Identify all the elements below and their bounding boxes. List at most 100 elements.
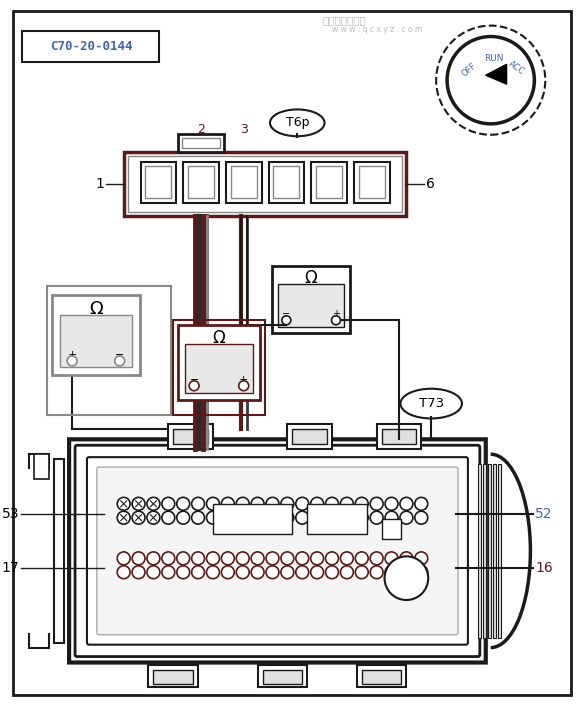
FancyBboxPatch shape [288,424,332,449]
Circle shape [251,566,264,579]
Circle shape [415,497,428,510]
Circle shape [296,566,309,579]
Text: T6p: T6p [285,116,309,129]
FancyBboxPatch shape [354,162,389,203]
FancyBboxPatch shape [498,464,501,638]
Circle shape [325,552,339,565]
Circle shape [132,566,145,579]
FancyBboxPatch shape [69,439,486,662]
Circle shape [311,511,324,524]
FancyBboxPatch shape [153,671,193,684]
FancyBboxPatch shape [272,265,350,333]
FancyBboxPatch shape [226,162,261,203]
FancyBboxPatch shape [54,459,64,642]
Circle shape [356,497,368,510]
FancyBboxPatch shape [263,671,302,684]
Text: OFF: OFF [460,61,478,79]
FancyBboxPatch shape [97,467,458,635]
Text: T73: T73 [419,397,444,410]
FancyBboxPatch shape [257,666,307,688]
Circle shape [356,552,368,565]
FancyBboxPatch shape [34,454,49,479]
Text: C70-20-0144: C70-20-0144 [50,40,132,53]
FancyBboxPatch shape [292,429,327,444]
Circle shape [332,316,340,325]
Circle shape [177,552,189,565]
FancyBboxPatch shape [182,138,220,148]
FancyBboxPatch shape [274,167,299,198]
FancyBboxPatch shape [52,296,139,375]
Text: −: − [189,375,199,385]
FancyBboxPatch shape [60,316,132,367]
FancyBboxPatch shape [231,167,257,198]
Text: 1: 1 [95,177,104,191]
FancyBboxPatch shape [145,167,171,198]
FancyBboxPatch shape [128,155,403,212]
Circle shape [400,511,413,524]
Circle shape [147,566,160,579]
Circle shape [415,511,428,524]
Circle shape [281,566,294,579]
Circle shape [281,511,294,524]
FancyBboxPatch shape [478,464,481,638]
FancyBboxPatch shape [178,325,260,400]
Circle shape [221,497,234,510]
Circle shape [236,497,249,510]
Circle shape [251,552,264,565]
Text: +: + [239,375,249,385]
Circle shape [162,511,175,524]
Circle shape [147,552,160,565]
Circle shape [67,356,77,366]
Circle shape [325,497,339,510]
Circle shape [311,497,324,510]
Circle shape [296,552,309,565]
Circle shape [340,552,353,565]
Circle shape [325,566,339,579]
Circle shape [400,497,413,510]
Circle shape [206,497,220,510]
Text: 16: 16 [535,561,553,575]
Circle shape [370,566,383,579]
FancyBboxPatch shape [141,162,176,203]
Circle shape [385,497,398,510]
Circle shape [282,316,291,325]
Text: ACC: ACC [507,59,526,77]
Circle shape [192,566,205,579]
FancyBboxPatch shape [483,464,486,638]
Circle shape [251,511,264,524]
Text: +: + [67,350,77,360]
Circle shape [400,552,413,565]
Circle shape [206,552,220,565]
Circle shape [281,552,294,565]
FancyBboxPatch shape [168,424,213,449]
FancyBboxPatch shape [316,167,342,198]
Circle shape [192,552,205,565]
Circle shape [162,497,175,510]
Circle shape [325,511,339,524]
Text: RUN: RUN [484,54,504,63]
Circle shape [132,552,145,565]
Circle shape [189,381,199,390]
Circle shape [192,511,205,524]
Circle shape [239,381,249,390]
FancyBboxPatch shape [359,167,385,198]
Circle shape [147,511,160,524]
FancyBboxPatch shape [178,133,224,152]
FancyBboxPatch shape [307,504,367,534]
Circle shape [236,552,249,565]
FancyBboxPatch shape [124,152,406,216]
Circle shape [370,552,383,565]
Ellipse shape [400,389,462,419]
Text: Ω: Ω [89,300,103,318]
Circle shape [370,511,383,524]
Circle shape [221,552,234,565]
Text: 2: 2 [197,124,205,136]
Circle shape [447,37,535,124]
Text: 17: 17 [2,561,20,575]
Circle shape [206,566,220,579]
Circle shape [114,356,125,366]
Circle shape [356,566,368,579]
Text: 汽车维修技术网: 汽车维修技术网 [322,15,366,25]
Text: −: − [115,350,124,360]
FancyBboxPatch shape [87,457,468,645]
